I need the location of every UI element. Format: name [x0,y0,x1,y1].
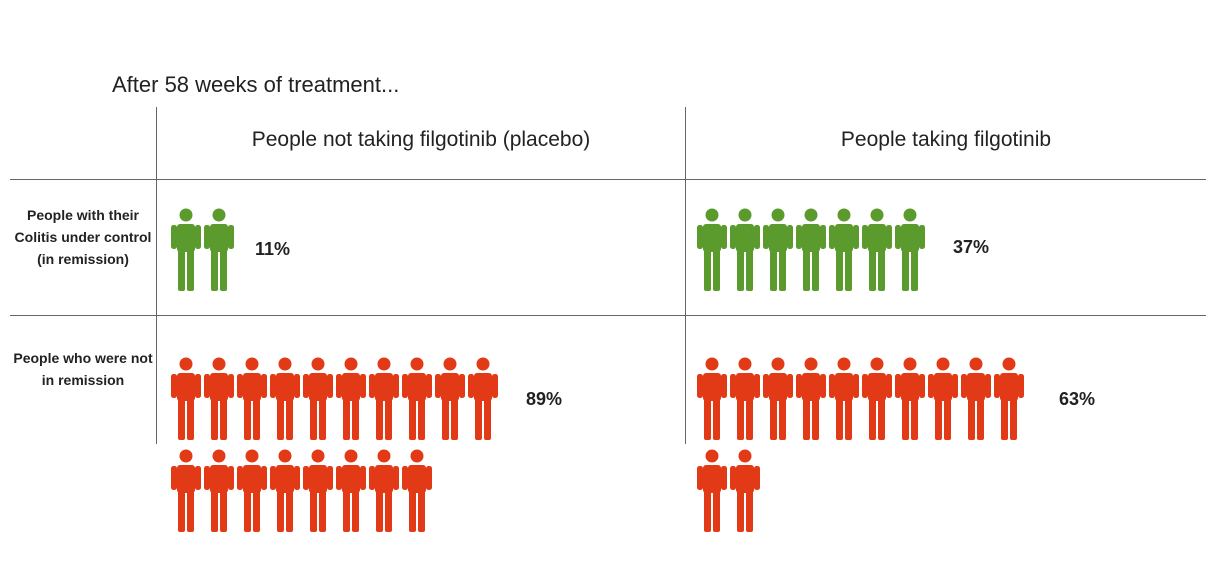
divider-row [10,315,1206,316]
person-not-remission-icon [928,357,958,440]
person-not-remission-icon [402,449,432,532]
column-header-placebo: People not taking filgotinib (placebo) [251,128,591,151]
person-not-remission-icon [336,449,366,532]
person-not-remission-icon [237,357,267,440]
row-label-not-remission: People who were not in remission [13,350,153,388]
person-remission-icon [697,208,727,291]
person-remission-icon [796,208,826,291]
person-remission-icon [862,208,892,291]
value-label-filgotinib-not-remission: 63% [1059,389,1096,409]
row-label-remission: People with their Colitis under control … [14,207,152,267]
chart-title: After 58 weeks of treatment... [112,72,400,97]
divider-vertical-left [156,107,157,444]
person-remission-icon [829,208,859,291]
person-not-remission-icon [204,357,234,440]
person-not-remission-icon [171,357,201,440]
person-not-remission-icon [336,357,366,440]
person-not-remission-icon [468,357,498,440]
person-not-remission-icon [862,357,892,440]
person-remission-icon [895,208,925,291]
person-not-remission-icon [961,357,991,440]
person-not-remission-icon [171,449,201,532]
value-label-filgotinib-remission: 37% [953,237,990,257]
person-not-remission-icon [730,357,760,440]
person-remission-icon [730,208,760,291]
column-header-filgotinib: People taking filgotinib [840,128,1052,151]
person-not-remission-icon [204,449,234,532]
person-not-remission-icon [303,357,333,440]
person-remission-icon [171,208,201,291]
value-label-placebo-remission: 11% [255,239,291,259]
person-not-remission-icon [402,357,432,440]
divider-vertical-middle [685,107,686,444]
person-not-remission-icon [730,449,760,532]
person-not-remission-icon [895,357,925,440]
person-not-remission-icon [994,357,1024,440]
value-label-placebo-not-remission: 89% [526,389,563,409]
person-not-remission-icon [369,357,399,440]
person-not-remission-icon [270,357,300,440]
person-not-remission-icon [369,449,399,532]
person-not-remission-icon [697,449,727,532]
person-not-remission-icon [303,449,333,532]
person-not-remission-icon [270,449,300,532]
person-not-remission-icon [829,357,859,440]
person-not-remission-icon [697,357,727,440]
person-remission-icon [763,208,793,291]
person-not-remission-icon [435,357,465,440]
person-not-remission-icon [763,357,793,440]
person-remission-icon [204,208,234,291]
person-not-remission-icon [796,357,826,440]
divider-header [10,179,1206,180]
person-not-remission-icon [237,449,267,532]
